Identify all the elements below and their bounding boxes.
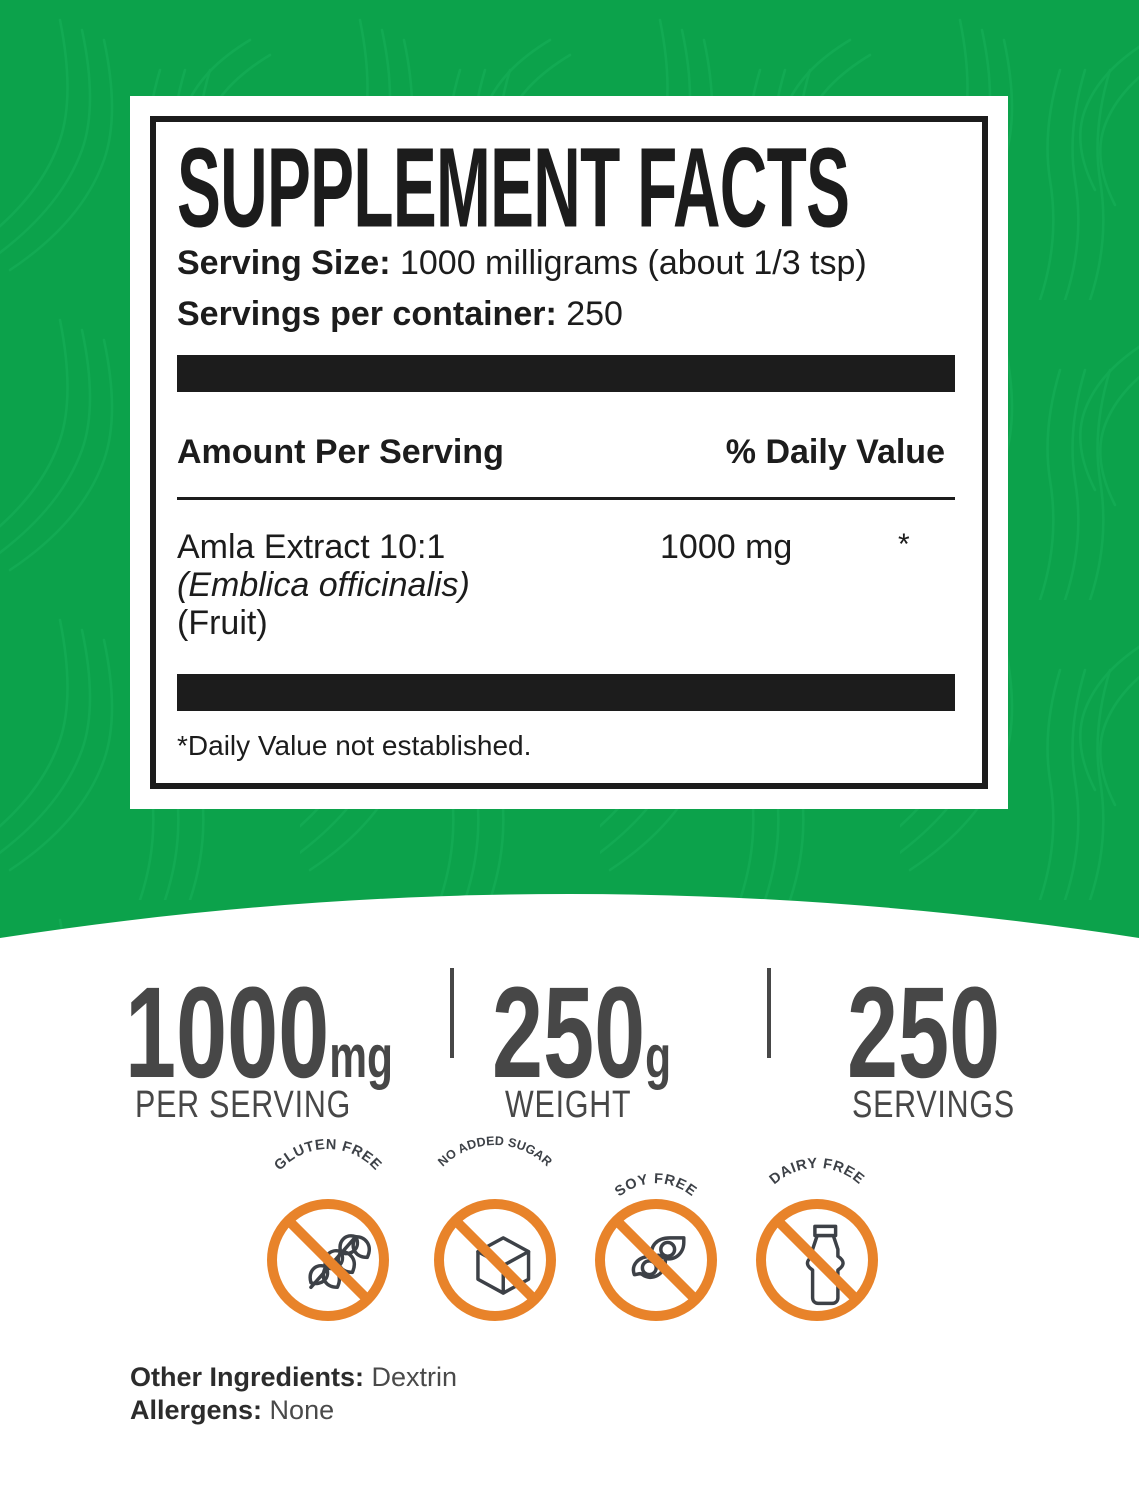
svg-text:GLUTEN FREE: GLUTEN FREE (271, 1137, 384, 1174)
svg-text:DAIRY FREE: DAIRY FREE (767, 1156, 868, 1188)
svg-text:SOY FREE: SOY FREE (612, 1171, 700, 1200)
svg-text:NO ADDED SUGAR: NO ADDED SUGAR (435, 1134, 554, 1169)
